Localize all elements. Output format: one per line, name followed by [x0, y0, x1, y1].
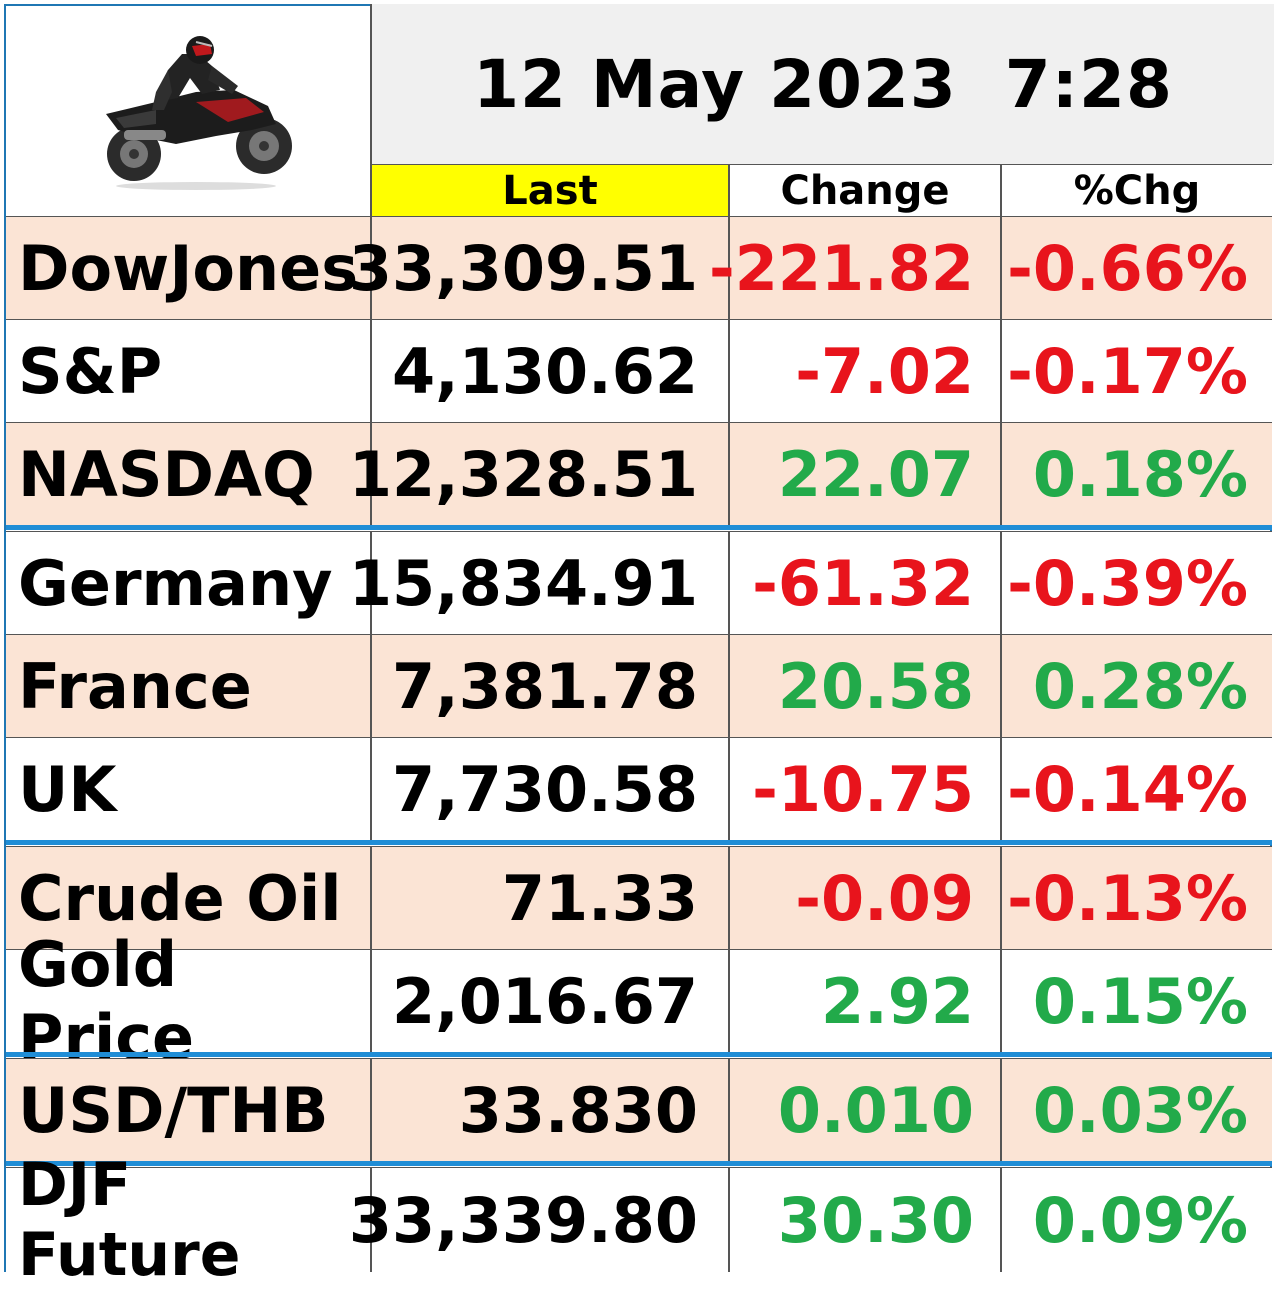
- table-row: S&P 4,130.62 -7.02 -0.17%: [6, 319, 1272, 422]
- change-value: -7.02: [728, 320, 1000, 422]
- table-row: DowJones 33,309.51 -221.82 -0.66%: [6, 216, 1272, 319]
- change-value: 2.92: [728, 950, 1000, 1052]
- table-row: Crude Oil 71.33 -0.09 -0.13%: [6, 846, 1272, 949]
- pct-change-value: 0.18%: [1000, 423, 1272, 525]
- date-time-header: 12 May 2023 7:28: [370, 4, 1274, 164]
- change-value: 30.30: [728, 1168, 1000, 1272]
- change-value: 0.010: [728, 1059, 1000, 1161]
- group-separator: [6, 840, 1272, 845]
- index-name: NASDAQ: [18, 437, 315, 511]
- last-value: 33,339.80: [349, 1168, 728, 1272]
- last-value: 12,328.51: [349, 423, 728, 525]
- last-value: 7,730.58: [370, 738, 728, 840]
- index-name: France: [18, 649, 252, 723]
- motorcycle-rider-icon: [106, 36, 292, 190]
- pct-change-value: 0.09%: [1000, 1168, 1272, 1272]
- table-row: France 7,381.78 20.58 0.28%: [6, 634, 1272, 737]
- table-row: Gold Price 2,016.67 2.92 0.15%: [6, 928, 1272, 1074]
- pct-change-value: -0.13%: [1000, 847, 1272, 949]
- change-value: -61.32: [728, 532, 1000, 634]
- index-name: DJF Future: [18, 1150, 241, 1290]
- last-value: 7,381.78: [370, 635, 728, 737]
- index-name: S&P: [18, 334, 163, 408]
- table-row: Germany 15,834.91 -61.32 -0.39%: [6, 531, 1272, 634]
- group-separator: [6, 525, 1272, 530]
- index-name: DowJones: [18, 231, 359, 305]
- last-value: 71.33: [370, 847, 728, 949]
- index-name: Crude Oil: [18, 861, 342, 935]
- pct-change-value: 0.15%: [1000, 950, 1272, 1052]
- logo: [6, 6, 370, 216]
- pct-change-value: 0.28%: [1000, 635, 1272, 737]
- change-value: 20.58: [728, 635, 1000, 737]
- last-value: 15,834.91: [349, 532, 728, 634]
- last-value: 2,016.67: [370, 950, 728, 1052]
- change-value: -221.82: [709, 217, 1000, 319]
- group-separator: [6, 1052, 1272, 1057]
- pct-change-value: -0.17%: [1000, 320, 1272, 422]
- last-value: 33,309.51: [349, 217, 728, 319]
- change-value: 22.07: [728, 423, 1000, 525]
- index-name: USD/THB: [18, 1073, 329, 1147]
- column-header-change: Change: [728, 164, 1000, 216]
- table-row: UK 7,730.58 -10.75 -0.14%: [6, 737, 1272, 840]
- group-separator: [6, 1161, 1272, 1166]
- table-row: DJF Future 33,339.80 30.30 0.09%: [6, 1150, 1272, 1290]
- pct-change-value: -0.39%: [1000, 532, 1272, 634]
- index-name: Gold Price: [18, 928, 195, 1074]
- column-header-last: Last: [370, 164, 728, 216]
- index-name: Germany: [18, 546, 333, 620]
- last-value: 4,130.62: [370, 320, 728, 422]
- change-value: -0.09: [728, 847, 1000, 949]
- change-value: -10.75: [728, 738, 1000, 840]
- pct-change-value: -0.14%: [1000, 738, 1272, 840]
- column-header-pct-change: %Chg: [1000, 164, 1272, 216]
- index-name: UK: [18, 752, 117, 826]
- table-row: USD/THB 33.830 0.010 0.03%: [6, 1058, 1272, 1161]
- pct-change-value: 0.03%: [1000, 1059, 1272, 1161]
- table-row: NASDAQ 12,328.51 22.07 0.18%: [6, 422, 1272, 525]
- date-time-title: 12 May 2023 7:28: [473, 45, 1173, 123]
- pct-change-value: -0.66%: [1000, 217, 1272, 319]
- last-value: 33.830: [370, 1059, 728, 1161]
